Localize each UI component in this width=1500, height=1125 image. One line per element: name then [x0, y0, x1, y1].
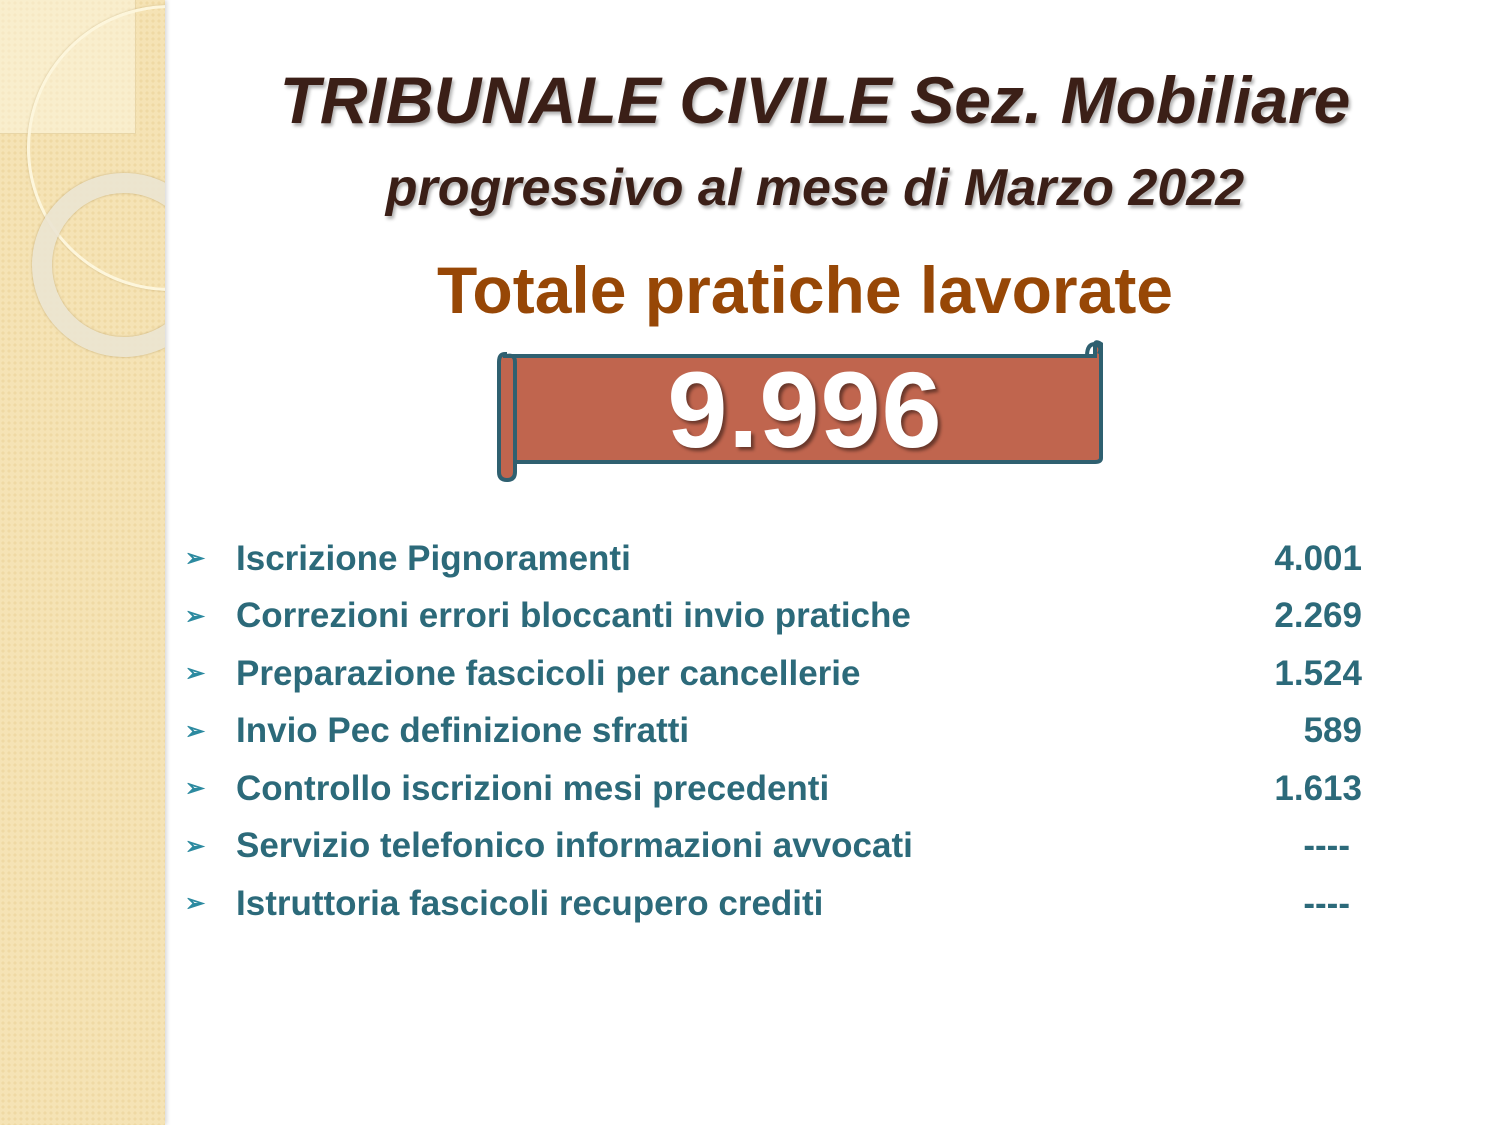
item-label: Preparazione fascicoli per cancellerie [236, 653, 861, 693]
list-item: ➢ Servizio telefonico informazioni avvoca… [185, 818, 1385, 876]
arrow-bullet-icon: ➢ [185, 832, 206, 860]
total-value: 9.996 [667, 349, 943, 470]
total-heading: Totale pratiche lavorate [436, 253, 1174, 327]
arrow-bullet-icon: ➢ [185, 602, 206, 630]
item-value: 1.524 [1274, 653, 1362, 693]
item-value: 1.613 [1274, 768, 1362, 808]
slide-subtitle: progressivo al mese di Marzo 2022 [385, 159, 1245, 217]
arrow-bullet-icon: ➢ [185, 545, 206, 573]
arrow-bullet-icon: ➢ [185, 775, 206, 803]
list-item: ➢ Invio Pec definizione sfratti 589 [185, 703, 1385, 761]
item-label: Istruttoria fascicoli recupero crediti [236, 883, 824, 923]
item-value: 2.269 [1274, 596, 1362, 636]
list-item: ➢ Controllo iscrizioni mesi precedenti 1.6… [185, 760, 1385, 818]
activity-list: ➢ Iscrizione Pignoramenti 4.001 ➢ Correzion… [185, 530, 1385, 933]
decorative-sidebar [0, 0, 165, 1125]
item-value: ---- [1303, 883, 1350, 923]
list-item: ➢ Correzioni errori bloccanti invio prati… [185, 588, 1385, 646]
item-label: Servizio telefonico informazioni avvocat… [236, 826, 913, 866]
item-label: Iscrizione Pignoramenti [236, 538, 631, 578]
list-item: ➢ Preparazione fascicoli per cancellerie 1… [185, 645, 1385, 703]
slide-title: TRIBUNALE CIVILE Sez. Mobiliare [279, 63, 1351, 137]
item-value: 4.001 [1274, 538, 1362, 578]
scroll-banner [497, 340, 1103, 482]
item-label: Controllo iscrizioni mesi precedenti [236, 768, 830, 808]
arrow-bullet-icon: ➢ [185, 660, 206, 688]
list-item: ➢ Istruttoria fascicoli recupero crediti -… [185, 875, 1385, 933]
item-label: Correzioni errori bloccanti invio pratic… [236, 596, 911, 636]
arrow-bullet-icon: ➢ [185, 717, 206, 745]
item-label: Invio Pec definizione sfratti [236, 711, 690, 751]
item-value: 589 [1303, 711, 1362, 751]
arrow-bullet-icon: ➢ [185, 890, 206, 918]
list-item: ➢ Iscrizione Pignoramenti 4.001 [185, 530, 1385, 588]
item-value: ---- [1303, 826, 1350, 866]
